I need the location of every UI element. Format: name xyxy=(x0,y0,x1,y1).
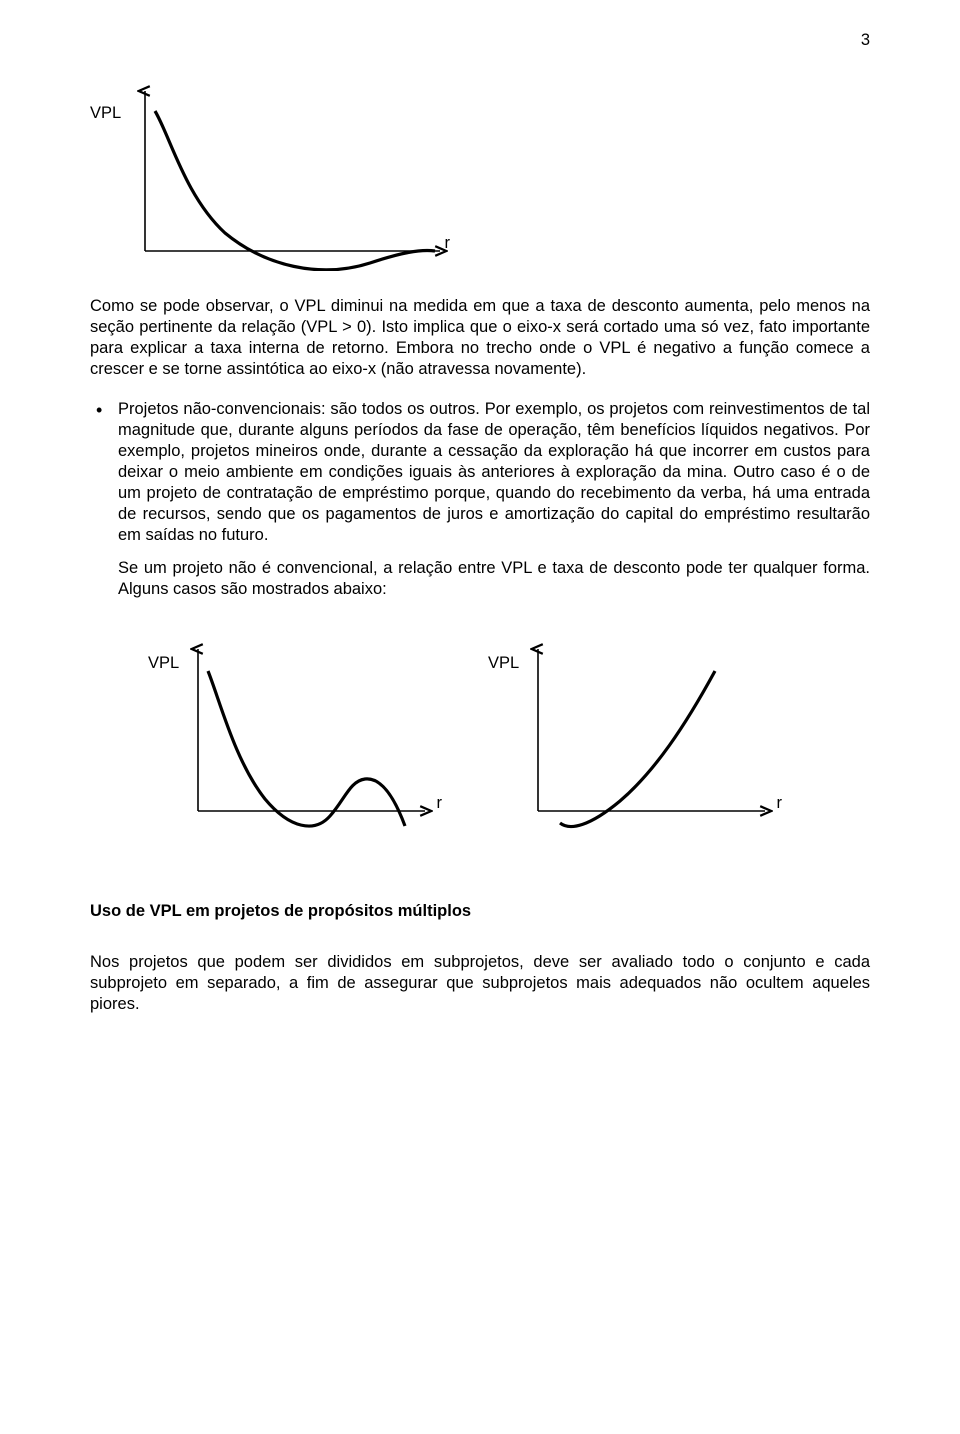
chart2b-xlabel: r xyxy=(777,793,783,814)
section-heading: Uso de VPL em projetos de propósitos múl… xyxy=(90,901,870,922)
chart2b-ylabel: VPL xyxy=(488,653,519,674)
vpl-chart-2b: VPL r xyxy=(490,631,790,841)
chart2b-svg xyxy=(490,631,790,841)
chart1-xlabel: r xyxy=(445,233,451,254)
page-number: 3 xyxy=(90,30,870,51)
chart2a-xlabel: r xyxy=(437,793,443,814)
chart1-svg xyxy=(90,81,450,271)
vpl-chart-main: VPL r xyxy=(90,81,870,271)
vpl-chart-2a: VPL r xyxy=(150,631,450,841)
bullet-sub-paragraph: Se um projeto não é convencional, a rela… xyxy=(90,558,870,600)
paragraph-1: Como se pode observar, o VPL diminui na … xyxy=(90,296,870,380)
chart2a-ylabel: VPL xyxy=(148,653,179,674)
chart2a-svg xyxy=(150,631,450,841)
paragraph-2: Nos projetos que podem ser divididos em … xyxy=(90,952,870,1015)
chart1-ylabel: VPL xyxy=(90,103,121,124)
bullet-projetos-nao-convencionais: Projetos não-convencionais: são todos os… xyxy=(90,399,870,547)
charts-row: VPL r VPL xyxy=(150,631,870,841)
